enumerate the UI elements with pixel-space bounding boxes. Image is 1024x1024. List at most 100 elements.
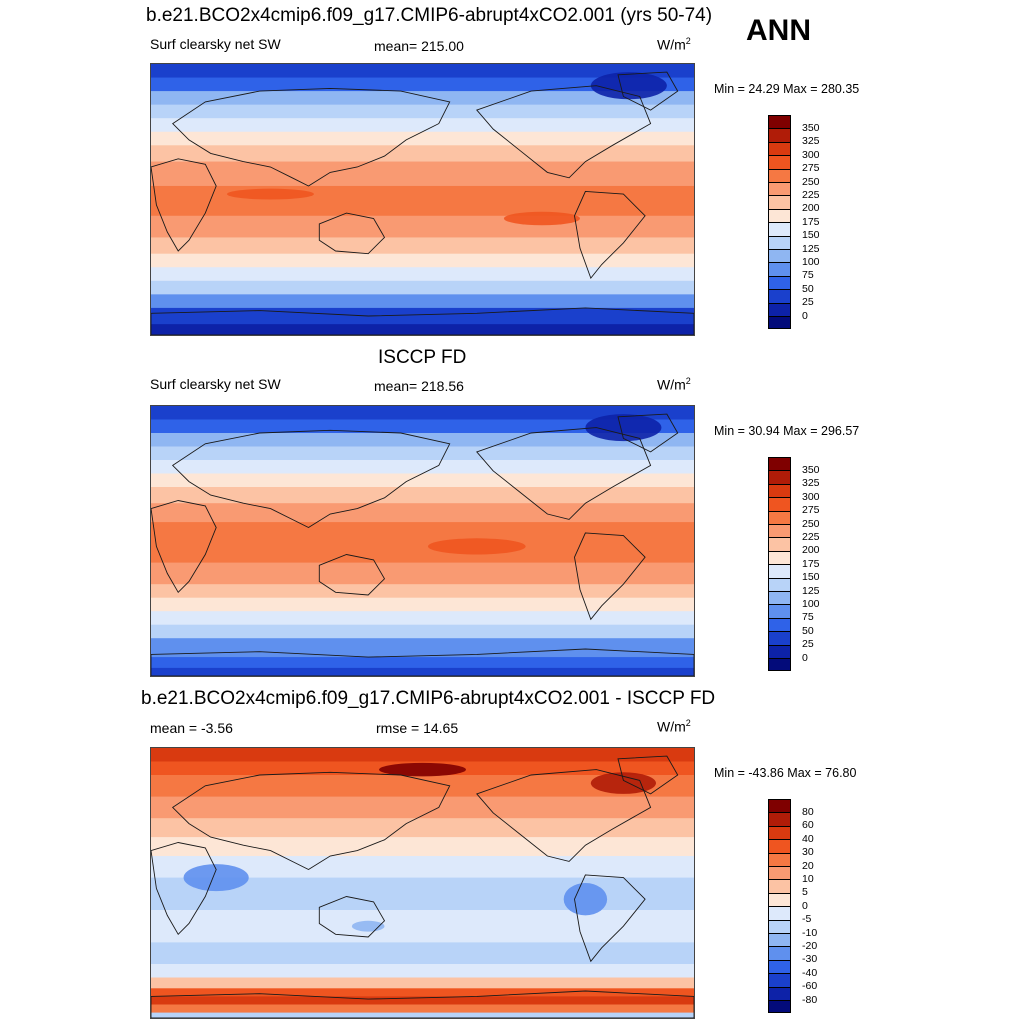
colorbar-swatch [768, 839, 791, 853]
field-anomaly [585, 414, 662, 442]
colorbar-swatch [768, 497, 791, 511]
coastline [476, 427, 652, 520]
panel2-variable-label: Surf clearsky net SW [150, 376, 281, 392]
field-band [151, 964, 694, 978]
coastline [151, 990, 694, 1018]
colorbar-tick-label: 325 [802, 135, 820, 148]
colorbar-swatch [768, 510, 791, 524]
field-band [151, 942, 694, 965]
field-band [151, 433, 694, 447]
colorbar-swatch [768, 658, 791, 672]
coastline [476, 85, 652, 179]
field-band [151, 624, 694, 639]
colorbar-tick-label: 150 [802, 229, 820, 242]
field-band [151, 597, 694, 612]
colorbar-tick-label: 250 [802, 175, 820, 188]
colorbar-tick-label: 225 [802, 188, 820, 201]
field-band [151, 473, 694, 488]
colorbar-swatch [768, 168, 791, 182]
field-band [151, 446, 694, 461]
colorbar-swatch [768, 289, 791, 303]
field-anomaly [563, 883, 608, 916]
colorbar-swatch [768, 1000, 791, 1014]
colorbar-swatch [768, 946, 791, 960]
field-band [151, 667, 694, 676]
panel2-title: ISCCP FD [378, 347, 467, 368]
field-band [151, 91, 694, 106]
colorbar-swatch [768, 825, 791, 840]
field-band [151, 460, 694, 474]
field-band [151, 522, 694, 564]
colorbar-swatch [768, 235, 791, 249]
colorbar-tick-label: 25 [802, 296, 814, 309]
colorbar-tick-label: 0 [802, 651, 808, 664]
field-anomaly [183, 864, 249, 892]
field-band [151, 611, 694, 626]
colorbar-swatch [768, 959, 791, 974]
coastline [318, 896, 386, 938]
coastline [617, 71, 679, 111]
colorbar-tick-label: 30 [802, 846, 814, 859]
field-band [151, 775, 694, 798]
field-band [151, 406, 694, 420]
colorbar-swatch [768, 222, 791, 236]
coastline [318, 212, 386, 255]
coastline [171, 87, 451, 187]
colorbar-tick-label: 40 [802, 832, 814, 845]
field-band [151, 267, 694, 282]
colorbar-tick-label: 50 [802, 282, 814, 295]
coastline [151, 842, 217, 936]
colorbar-swatch [768, 852, 791, 866]
colorbar-tick-label: -10 [802, 926, 818, 939]
colorbar-tick-label: -80 [802, 993, 818, 1006]
field-band [151, 77, 694, 92]
colorbar-swatch [768, 591, 791, 605]
colorbar-swatch [768, 906, 791, 920]
colorbar-tick-label: 5 [802, 886, 808, 899]
field-band [151, 64, 694, 79]
colorbar-swatch [768, 537, 791, 551]
colorbar-tick-label: 25 [802, 638, 814, 651]
field-band [151, 324, 694, 335]
coastline [151, 158, 217, 252]
colorbar-tick-label: 100 [802, 255, 820, 268]
colorbar-swatch [768, 457, 791, 471]
field-band [151, 996, 694, 1005]
field-band [151, 856, 694, 879]
colorbar-swatch [768, 812, 791, 826]
colorbar-swatch [768, 919, 791, 933]
field-band [151, 280, 694, 295]
panel3-units-label: W/m2 [657, 718, 691, 735]
colorbar-tick-label: 75 [802, 611, 814, 624]
field-band [151, 237, 694, 255]
field-band [151, 562, 694, 585]
colorbar-tick-label: 175 [802, 557, 820, 570]
colorbar-tick-label: 75 [802, 269, 814, 282]
field-band [151, 1004, 694, 1014]
field-band [151, 584, 694, 599]
coastline [151, 500, 217, 594]
colorbar-tick-label: 350 [802, 121, 820, 134]
colorbar-swatch [768, 249, 791, 263]
colorbar-tick-label: 50 [802, 624, 814, 637]
coastline [574, 532, 646, 621]
colorbar-tick-label: 300 [802, 148, 820, 161]
field-band [151, 748, 694, 762]
colorbar-tick-label: 125 [802, 242, 820, 255]
colorbar-swatch [768, 302, 791, 316]
colorbar-tick-label: 175 [802, 215, 820, 228]
colorbar-swatch [768, 866, 791, 880]
colorbar-tick-label: 225 [802, 530, 820, 543]
colorbar-swatch [768, 550, 791, 565]
field-anomaly [227, 188, 314, 200]
colorbar-tick-label: 325 [802, 477, 820, 490]
field-anomaly [379, 762, 466, 777]
colorbar-tick-label: 250 [802, 517, 820, 530]
coastline [476, 769, 652, 862]
field-band [151, 503, 694, 523]
colorbar-swatch [768, 631, 791, 645]
colorbar-swatch [768, 483, 791, 498]
colorbar-tick-label: 125 [802, 584, 820, 597]
colorbar-tick-label: 0 [802, 309, 808, 322]
colorbar-tick-label: -40 [802, 966, 818, 979]
